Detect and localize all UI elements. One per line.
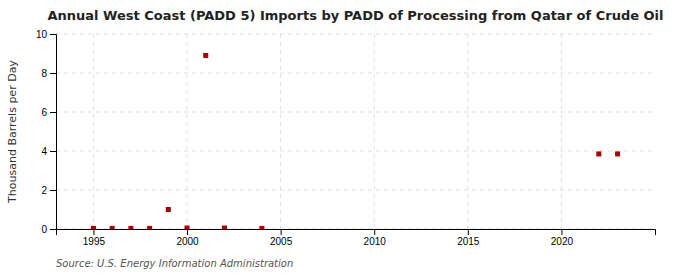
x-tick-label: 2005	[270, 236, 293, 247]
grid-line	[56, 112, 655, 113]
grid	[56, 34, 655, 229]
y-tick: 0	[41, 224, 56, 235]
x-tick: 1995	[83, 229, 106, 247]
point	[222, 226, 227, 229]
y-axis: 0 2 4 6 8 10	[36, 29, 57, 235]
y-tick-label: 10	[36, 29, 48, 40]
point	[166, 207, 171, 212]
points	[91, 53, 620, 229]
y-tick-label: 0	[41, 224, 47, 235]
grid-line	[561, 34, 562, 229]
point	[110, 226, 115, 229]
y-tick: 8	[41, 68, 56, 79]
point	[185, 226, 190, 229]
y-tick: 6	[41, 107, 56, 118]
y-tick-label: 6	[41, 107, 47, 118]
y-tick: 2	[41, 185, 56, 196]
y-tick-label: 4	[41, 146, 47, 157]
point	[615, 151, 620, 156]
grid-line	[56, 73, 655, 74]
x-tick: 2005	[270, 229, 293, 247]
x-tick-mark	[561, 229, 562, 235]
y-tick-mark	[50, 151, 56, 152]
point	[596, 151, 601, 156]
y-axis-title: Thousand Barrels per Day	[6, 60, 19, 204]
x-tick-mark	[281, 229, 282, 235]
x-axis-line	[57, 230, 656, 236]
point	[91, 226, 96, 229]
x-tick-mark	[187, 229, 188, 235]
title: Annual West Coast (PADD 5) Imports by PA…	[47, 8, 663, 23]
grid-line	[56, 190, 655, 191]
grid-line	[187, 34, 188, 229]
y-tick-mark	[50, 229, 56, 230]
y-tick-mark	[50, 190, 56, 191]
x-tick-label: 2015	[457, 236, 480, 247]
x-tick-label: 2000	[176, 236, 199, 247]
grid-line	[374, 34, 375, 229]
x-axis: 1995 2000 2005 2010 2015 2020	[57, 229, 656, 247]
point	[203, 53, 208, 58]
grid-line	[280, 34, 281, 229]
source-note: Source: U.S. Energy Information Administ…	[56, 258, 293, 269]
y-tick-label: 8	[41, 68, 47, 79]
grid-line	[467, 34, 468, 229]
point	[259, 226, 264, 229]
x-tick: 2000	[176, 229, 199, 247]
x-tick: 2015	[457, 229, 480, 247]
y-tick-mark	[50, 112, 56, 113]
point	[128, 226, 133, 229]
x-tick-label: 2010	[364, 236, 387, 247]
point	[147, 226, 152, 229]
x-tick-mark	[374, 229, 375, 235]
x-tick: 2020	[551, 229, 574, 247]
x-tick-label: 1995	[83, 236, 106, 247]
x-tick-label: 2020	[551, 236, 574, 247]
y-tick-label: 2	[41, 185, 47, 196]
x-tick-mark	[468, 229, 469, 235]
plot-area: 1995 2000 2005 2010 2015 2020 0 2 4 6 8 10	[36, 29, 656, 247]
grid-line	[56, 151, 655, 152]
grid-line	[56, 34, 655, 35]
x-tick: 2010	[364, 229, 387, 247]
chart: 1995 2000 2005 2010 2015 2020 0 2 4 6 8 10 Annual We…	[0, 0, 675, 275]
grid-line	[93, 34, 94, 229]
y-tick: 10	[36, 29, 56, 40]
y-tick: 4	[41, 146, 56, 157]
y-tick-mark	[50, 73, 56, 74]
y-tick-mark	[50, 34, 56, 35]
y-axis-line	[50, 35, 57, 230]
x-tick-mark	[93, 229, 94, 235]
